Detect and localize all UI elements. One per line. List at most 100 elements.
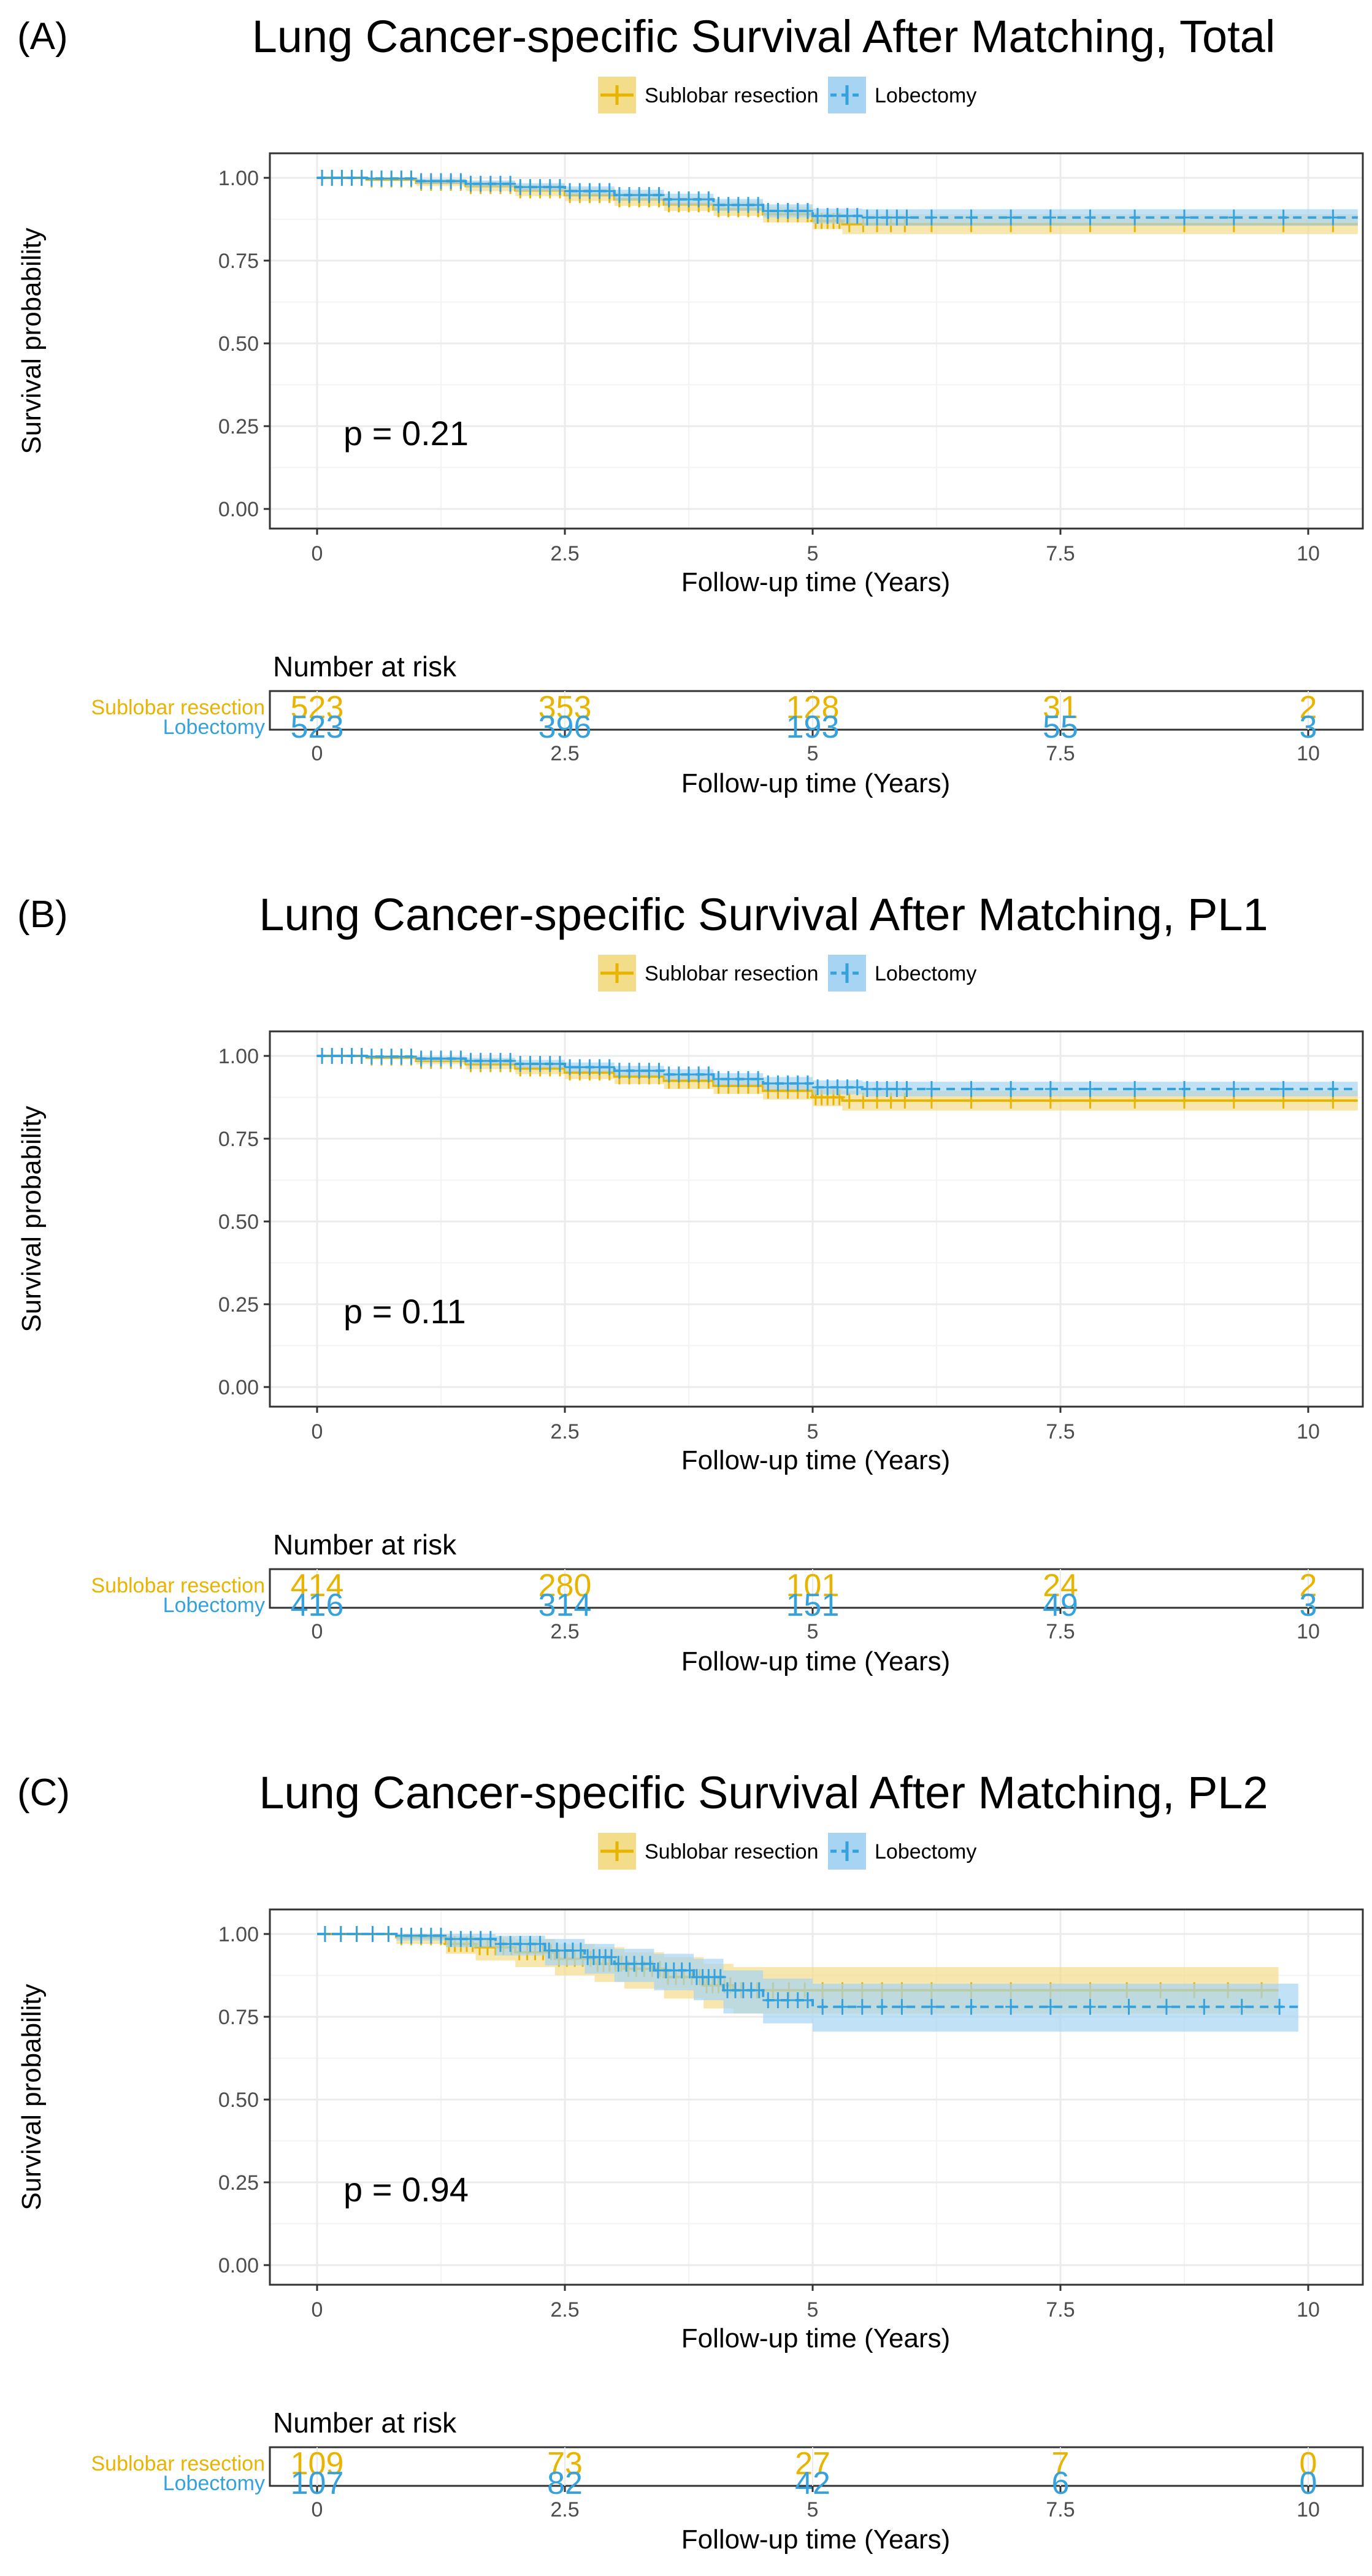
risk-count: 3 <box>1300 709 1317 745</box>
censor-mark <box>405 1049 417 1065</box>
x-tick-label: 7.5 <box>1046 2298 1075 2322</box>
censor-mark <box>505 175 516 192</box>
censor-mark <box>753 1982 765 1998</box>
censor-mark <box>1123 1998 1135 2015</box>
censor-mark <box>1044 1081 1056 1097</box>
censor-mark <box>505 1936 516 1952</box>
panel-label: (A) <box>17 15 68 58</box>
censor-mark <box>693 1066 705 1083</box>
censor-mark <box>366 1049 377 1065</box>
censor-mark <box>574 183 586 199</box>
risk-row-label: Lobectomy <box>163 2472 265 2495</box>
censor-mark <box>604 183 615 199</box>
censor-mark <box>475 1053 486 1069</box>
censor-mark <box>604 1059 615 1076</box>
censor-mark <box>762 1992 774 2008</box>
risk-count: 101 <box>786 1568 840 1603</box>
y-axis-title: Survival probability <box>17 227 47 454</box>
censor-mark <box>554 1055 565 1072</box>
risk-table: Number at risk 0 2.5 5 7.5 10 Sublobar resecti… <box>91 651 1364 798</box>
censor-mark <box>386 1049 397 1065</box>
risk-x-axis-title: Follow-up time (Years) <box>681 768 951 798</box>
censor-mark <box>663 191 675 208</box>
risk-x-tick-label: 10 <box>1297 1620 1320 1643</box>
y-tick-label: 1.00 <box>218 167 259 190</box>
x-tick-label: 2.5 <box>550 542 579 565</box>
censor-mark <box>643 1063 655 1079</box>
censor-mark <box>1278 1081 1289 1097</box>
censor-mark <box>683 1066 694 1083</box>
risk-count: 6 <box>1052 2466 1070 2501</box>
censor-mark <box>634 187 645 204</box>
legend-item: Lobectomy <box>828 1833 976 1870</box>
legend-label: Lobectomy <box>875 962 976 985</box>
censor-mark <box>822 208 834 224</box>
censor-mark <box>383 1926 394 1942</box>
censor-mark <box>386 170 397 187</box>
censor-mark <box>683 191 694 208</box>
censor-mark <box>926 209 937 226</box>
censor-mark <box>832 1079 843 1096</box>
censor-mark <box>415 1927 427 1944</box>
risk-x-axis-title: Follow-up time (Years) <box>681 2524 951 2555</box>
censor-mark <box>1228 1081 1240 1097</box>
x-tick-label: 5 <box>807 2298 819 2322</box>
censor-mark <box>544 179 556 196</box>
risk-row-label: Sublobar resection <box>91 2452 265 2475</box>
x-tick-label: 5 <box>807 1420 819 1443</box>
censor-mark <box>594 183 605 199</box>
risk-table-frame <box>269 2446 1364 2487</box>
censor-mark <box>505 1053 516 1069</box>
censor-mark <box>396 1927 407 1944</box>
censor-mark <box>346 1048 358 1064</box>
censor-mark <box>494 1936 506 1952</box>
censor-mark <box>965 209 977 226</box>
censor-mark <box>872 209 883 226</box>
risk-count: 24 <box>1043 1568 1078 1603</box>
legend-label: Lobectomy <box>875 1840 976 1863</box>
censor-mark <box>594 1059 605 1076</box>
censor-mark <box>316 170 328 186</box>
censor-mark <box>802 1075 813 1091</box>
x-tick-label: 10 <box>1297 1420 1320 1443</box>
risk-count: 128 <box>786 690 840 725</box>
x-tick-label: 10 <box>1297 2298 1320 2322</box>
censor-mark <box>1327 1081 1339 1097</box>
x-tick-label: 0 <box>312 542 323 565</box>
censor-mark <box>891 1081 903 1097</box>
risk-table: Number at risk 0 2.5 5 7.5 10 Sublobar resecti… <box>91 2407 1364 2555</box>
censor-mark <box>367 1926 378 1942</box>
risk-x-tick-label: 10 <box>1297 742 1320 765</box>
risk-count: 73 <box>547 2446 583 2482</box>
risk-x-tick-label: 5 <box>807 2498 819 2521</box>
censor-mark <box>782 1992 794 2008</box>
censor-mark <box>732 1071 744 1087</box>
censor-mark <box>1005 209 1017 226</box>
censor-mark <box>515 1936 526 1952</box>
censor-mark <box>415 1050 427 1067</box>
censor-mark <box>1327 209 1339 226</box>
x-tick-label: 5 <box>807 542 819 565</box>
risk-x-tick-label: 5 <box>807 742 819 765</box>
censor-mark <box>703 191 715 208</box>
censor-mark <box>376 1049 388 1065</box>
censor-mark <box>1179 209 1190 226</box>
censor-mark <box>455 1931 467 1947</box>
censor-mark <box>802 203 813 219</box>
censor-mark <box>534 1055 546 1072</box>
x-tick-label: 2.5 <box>550 1420 579 1443</box>
censor-mark <box>1044 209 1056 226</box>
risk-count: 280 <box>538 1568 592 1603</box>
censor-mark <box>772 1075 784 1091</box>
censor-mark <box>1084 1998 1096 2015</box>
risk-count: 314 <box>538 1588 592 1623</box>
censor-mark <box>643 187 655 204</box>
y-tick-label: 1.00 <box>218 1045 259 1068</box>
censor-mark <box>534 179 546 196</box>
censor-mark <box>715 1969 726 1986</box>
x-tick-label: 2.5 <box>550 2298 579 2322</box>
survival-plot: 0.00 0.25 0.50 0.75 1.00 0 2.5 5 7.5 10 p = 0.11 <box>218 1030 1364 1443</box>
legend-item: Sublobar resection <box>598 955 819 992</box>
y-tick-label: 0.50 <box>218 2089 259 2112</box>
censor-mark <box>851 208 863 224</box>
